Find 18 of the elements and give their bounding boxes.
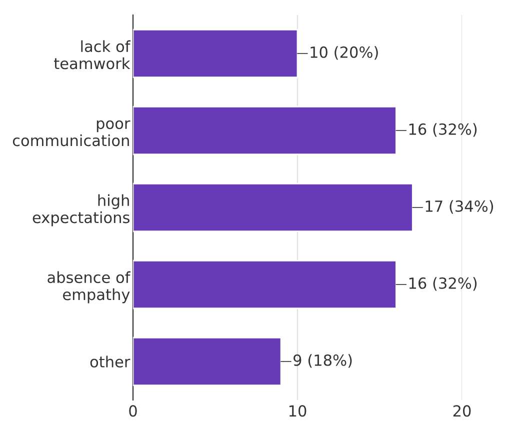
data-label: 16 (32%): [409, 277, 477, 291]
y-tick-label: poor communication: [12, 120, 130, 146]
bar: [133, 336, 282, 386]
bar: [133, 106, 397, 156]
x-tick-label: 0: [129, 405, 137, 417]
y-tick-label: absence of empathy: [48, 271, 131, 304]
y-tick-label: high expectations: [32, 194, 130, 226]
bar: [133, 28, 298, 78]
x-tick-label: 20: [453, 405, 471, 417]
data-label: 9 (18%): [294, 354, 352, 368]
y-tick-label: other: [90, 356, 130, 368]
y-tick-label: lack of teamwork: [54, 40, 131, 70]
bar: [133, 260, 397, 310]
data-label: 16 (32%): [409, 123, 477, 137]
x-tick-label: 10: [289, 405, 306, 417]
bar: [133, 182, 414, 232]
data-label: 10 (20%): [310, 46, 378, 60]
data-label: 17 (34%): [426, 200, 494, 214]
